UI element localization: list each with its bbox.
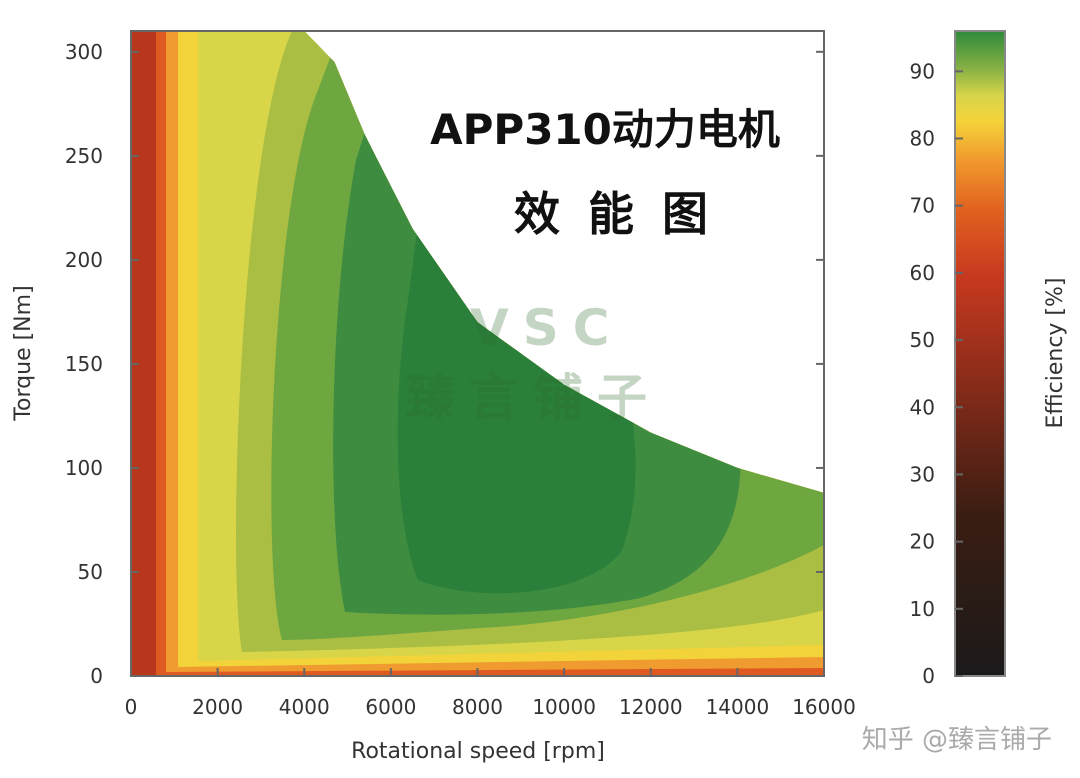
x-axis-label: Rotational speed [rpm] [351, 739, 605, 764]
y-tick-label: 100 [65, 456, 103, 480]
colorbar-tick-label: 40 [910, 395, 935, 419]
y-tick-label: 250 [65, 144, 103, 168]
chart-title-line1: APP310动力电机 [430, 105, 780, 154]
colorbar-tick-label: 90 [910, 59, 935, 83]
colorbar-label: Efficiency [%] [1043, 277, 1068, 428]
x-tick-label: 2000 [192, 695, 243, 719]
watermark: VSC 臻言铺子 [405, 299, 661, 427]
colorbar-tick-label: 80 [910, 127, 935, 151]
colorbar-tick-label: 60 [910, 261, 935, 285]
colorbar [954, 30, 1006, 677]
y-tick-label: 50 [78, 560, 103, 584]
colorbar-tick-label: 50 [910, 328, 935, 352]
x-tick-label: 0 [125, 695, 138, 719]
colorbar-tick-label: 70 [910, 194, 935, 218]
x-axis: 0 2000 4000 6000 8000 10000 12000 14000 16000 [125, 668, 856, 719]
colorbar-tick-label: 20 [910, 530, 935, 554]
y-tick-label: 150 [65, 352, 103, 376]
y-axis: 0 50 100 150 200 250 300 [65, 40, 824, 688]
watermark-cn: 臻言铺子 [405, 369, 661, 427]
x-tick-label: 6000 [365, 695, 416, 719]
y-axis-label: Torque [Nm] [11, 285, 36, 421]
x-tick-label: 12000 [619, 695, 683, 719]
y-tick-label: 300 [65, 40, 103, 64]
y-tick-label: 0 [90, 664, 103, 688]
y-tick-label: 200 [65, 248, 103, 272]
watermark-vsc: VSC [470, 299, 623, 357]
credit-text: 知乎 @臻言铺子 [862, 725, 1052, 755]
chart-title-line2: 效能图 [514, 187, 736, 241]
x-tick-label: 10000 [532, 695, 596, 719]
colorbar-axis: 0 10 20 30 40 50 60 70 80 90 [910, 59, 963, 688]
x-tick-label: 14000 [706, 695, 770, 719]
colorbar-tick-label: 30 [910, 462, 935, 486]
x-tick-label: 16000 [792, 695, 856, 719]
colorbar-tick-label: 0 [922, 664, 935, 688]
colorbar-tick-label: 10 [910, 597, 935, 621]
x-tick-label: 4000 [279, 695, 330, 719]
x-tick-label: 8000 [452, 695, 503, 719]
